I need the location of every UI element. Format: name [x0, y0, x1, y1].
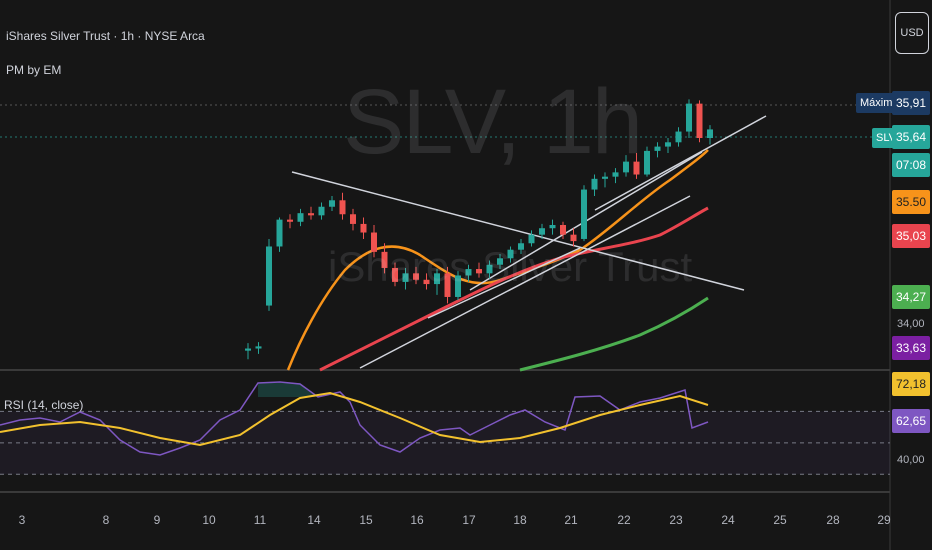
candle-body: [350, 214, 356, 224]
x-axis-label: 22: [617, 513, 631, 527]
x-axis-label: 10: [202, 513, 216, 527]
trendline-descending: [291, 171, 745, 291]
countdown-label: 07:08: [892, 153, 930, 177]
max-price-label: 35,91: [892, 91, 930, 115]
watermark-name: iShares Silver Trust: [328, 243, 693, 290]
candle-body: [507, 249, 514, 259]
x-axis-label: 14: [307, 513, 321, 527]
candle-body: [402, 273, 409, 282]
x-axis-label: 3: [18, 513, 26, 527]
rsi-value-label: 62,65: [892, 409, 930, 433]
candle-body: [266, 246, 272, 306]
purple-label: 33,63: [892, 336, 930, 360]
x-axis-label: 24: [721, 513, 735, 527]
candle-body: [308, 213, 314, 216]
candle-body: [276, 219, 283, 247]
candle-body: [423, 279, 430, 285]
chart-title: iShares Silver Trust · 1h · NYSE Arca: [6, 29, 205, 43]
candle-body: [602, 176, 608, 179]
candle-body: [633, 161, 640, 175]
candle-body: [476, 269, 482, 274]
x-axis-label: 9: [153, 513, 161, 527]
x-axis-label: 18: [513, 513, 527, 527]
candle-body: [686, 103, 692, 132]
ma-green-line: [519, 296, 709, 372]
last-price-label: 35,64: [892, 125, 930, 149]
axis-label-34: 34,00: [897, 318, 925, 330]
rsi-label[interactable]: RSI (14, close): [4, 398, 84, 412]
x-axis-label: 8: [102, 513, 110, 527]
rsi-axis-40: 40,00: [897, 454, 925, 466]
x-axis-label: 28: [826, 513, 840, 527]
ma-orange-label: 35.50: [892, 190, 930, 214]
x-axis-label: 16: [410, 513, 424, 527]
x-axis-label: 23: [669, 513, 683, 527]
candle-body: [560, 225, 566, 235]
currency-button[interactable]: USD: [895, 12, 929, 54]
candle-body: [581, 189, 587, 239]
candle-body: [644, 150, 650, 175]
x-axis-label: 17: [462, 513, 476, 527]
candle-body: [297, 213, 304, 222]
candle-body: [497, 258, 503, 265]
candle-body: [392, 267, 398, 282]
x-axis-label: 11: [253, 513, 267, 527]
candle-body: [381, 251, 388, 268]
candle-body: [371, 232, 377, 252]
trendline-channel-upper: [594, 115, 767, 211]
candle-body: [360, 223, 367, 233]
candle-body: [539, 228, 545, 235]
candle-body: [413, 273, 419, 280]
candle-body: [549, 225, 556, 229]
candle-body: [329, 200, 335, 207]
trendline-lower-1: [359, 195, 691, 369]
x-axis-label: 25: [773, 513, 787, 527]
candle-body: [518, 243, 524, 250]
candle-body: [287, 219, 293, 222]
max-tag: Máximo: [856, 93, 903, 113]
candle-body: [696, 103, 703, 138]
x-axis-label: 29: [877, 513, 891, 527]
candle-body: [465, 269, 472, 276]
x-axis-label: 15: [359, 513, 373, 527]
candle-body: [528, 234, 535, 244]
candle-body: [707, 129, 713, 138]
x-axis-label: 21: [564, 513, 578, 527]
rsi-band: [0, 411, 890, 475]
rsi-ma-line: [0, 391, 709, 447]
candle-body: [444, 273, 451, 297]
candle-body: [612, 172, 619, 177]
candle-body: [654, 146, 661, 151]
candle-body: [665, 142, 671, 147]
candle-body: [434, 273, 440, 285]
candle-body: [570, 234, 577, 242]
candle-body: [339, 200, 346, 215]
ma-red-line: [319, 206, 709, 372]
rsi-line: [0, 381, 709, 456]
candle-body: [318, 206, 325, 216]
candle-body: [255, 346, 262, 349]
candle-body: [245, 348, 251, 351]
ma-green-label: 34,27: [892, 285, 930, 309]
candle-body: [455, 275, 461, 297]
watermark-symbol: SLV, 1h: [343, 71, 643, 173]
candle-body: [675, 131, 682, 143]
candle-body: [591, 178, 598, 190]
ma-red-label: 35,03: [892, 224, 930, 248]
candle-body: [486, 264, 493, 274]
candle-body: [623, 161, 629, 173]
trendline-lower-2: [427, 247, 581, 319]
rsi-ma-label: 72,18: [892, 372, 930, 396]
indicator-name[interactable]: PM by EM: [6, 63, 62, 77]
